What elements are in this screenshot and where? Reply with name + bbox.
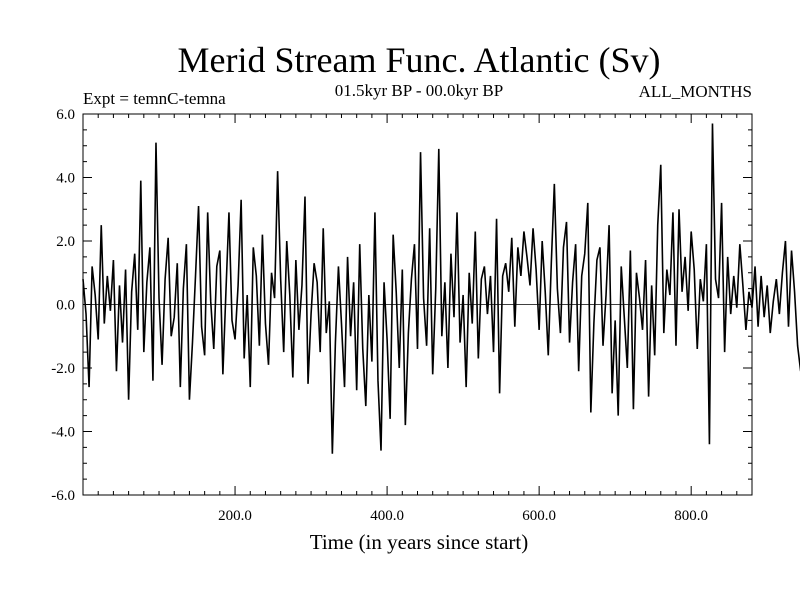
experiment-label: Expt = temnC-temna — [83, 89, 226, 108]
y-tick-label: 2.0 — [56, 234, 75, 250]
x-tick-label: 600.0 — [522, 508, 556, 524]
y-tick-label: -2.0 — [51, 361, 75, 377]
x-tick-label: 400.0 — [370, 508, 404, 524]
y-tick-label: 0.0 — [56, 298, 75, 314]
y-tick-label: -4.0 — [51, 425, 75, 441]
x-tick-label: 800.0 — [674, 508, 708, 524]
chart-title: Merid Stream Func. Atlantic (Sv) — [178, 40, 661, 80]
x-axis: 200.0 400.0 600.0 800.0 — [97, 114, 738, 524]
x-axis-label: Time (in years since start) — [310, 530, 529, 554]
series-line-msf-anomaly — [82, 123, 800, 454]
y-tick-label: 4.0 — [56, 171, 75, 187]
x-tick-label: 200.0 — [218, 508, 252, 524]
y-tick-label: 6.0 — [56, 107, 75, 123]
y-tick-label: -6.0 — [51, 488, 75, 504]
months-label: ALL_MONTHS — [639, 82, 752, 101]
time-range-label: 01.5kyr BP - 00.0kyr BP — [335, 81, 503, 100]
